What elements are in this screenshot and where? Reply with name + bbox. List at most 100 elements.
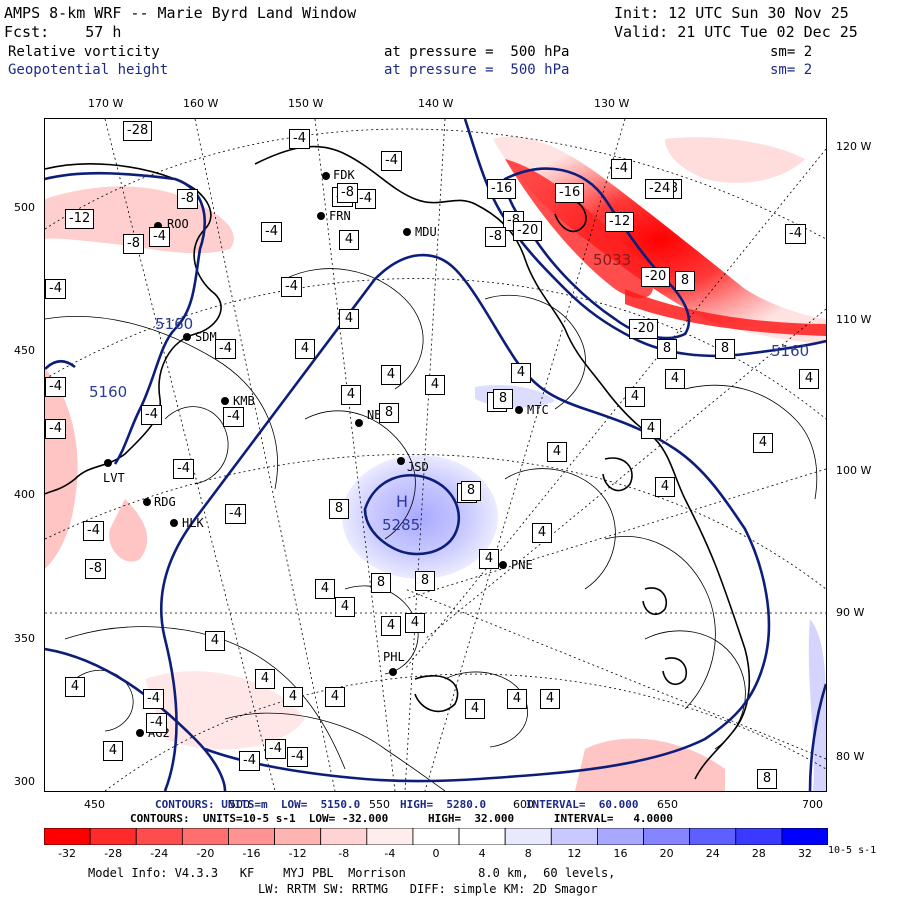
vorticity-contour-label: 4 bbox=[315, 579, 335, 599]
field2-name: Geopotential height bbox=[8, 62, 169, 78]
coastline bbox=[45, 145, 751, 780]
vorticity-contour-label: -8 bbox=[177, 189, 198, 209]
vorticity-contour-label: 4 bbox=[405, 613, 425, 633]
vorticity-contour-label: -4 bbox=[45, 279, 66, 299]
vorticity-contour-label: 4 bbox=[295, 339, 315, 359]
vorticity-contour-label: 4 bbox=[335, 597, 355, 617]
vorticity-contour-label: 4 bbox=[753, 433, 773, 453]
vorticity-contour-label: 8 bbox=[757, 769, 777, 789]
station-label: RDG bbox=[154, 495, 176, 509]
model-info-line2: LW: RRTM SW: RRTMG DIFF: simple KM: 2D S… bbox=[258, 882, 598, 896]
graticule bbox=[45, 119, 826, 791]
vorticity-contour-label: 4 bbox=[540, 689, 560, 709]
height-contour-label: 5160 bbox=[155, 315, 194, 333]
vorticity-contour-label: 4 bbox=[381, 616, 401, 636]
vorticity-contour-label: 8 bbox=[379, 403, 399, 423]
y-tick-label: 300 bbox=[14, 775, 35, 788]
forecast-hour: Fcst: 57 h bbox=[4, 23, 122, 41]
vorticity-contour-label: 4 bbox=[641, 419, 661, 439]
colorbar-tick-label: -4 bbox=[384, 847, 396, 860]
lon-label-right: 90 W bbox=[836, 606, 865, 619]
field1-level: at pressure = 500 hPa bbox=[384, 44, 570, 60]
station-label: PHL bbox=[383, 650, 405, 664]
vorticity-contour-label: 4 bbox=[103, 741, 123, 761]
vorticity-contour-label: 4 bbox=[205, 631, 225, 651]
vorticity-contour-label: 4 bbox=[507, 689, 527, 709]
vorticity-contour-label: 4 bbox=[532, 523, 552, 543]
y-tick-label: 500 bbox=[14, 201, 35, 214]
station-label: HLK bbox=[182, 516, 204, 530]
vorticity-contour-label: -20 bbox=[513, 221, 543, 241]
colorbar-tick-label: -20 bbox=[196, 847, 215, 860]
colorbar-tick-label: 24 bbox=[705, 847, 720, 860]
colorbar-tick-label: 12 bbox=[567, 847, 582, 860]
vorticity-contour-label: -4 bbox=[281, 277, 302, 297]
colorbar-tick-label: 32 bbox=[797, 847, 812, 860]
vorticity-contour-label: -4 bbox=[149, 227, 170, 247]
lon-label-top: 150 W bbox=[288, 97, 324, 110]
vorticity-band bbox=[625, 289, 826, 336]
x-tick-label: 550 bbox=[369, 798, 390, 811]
vorticity-contour-label: -16 bbox=[555, 183, 585, 203]
vorticity-contour-label: 4 bbox=[283, 687, 303, 707]
colorbar-swatch bbox=[689, 828, 737, 845]
colorbar-tick-label: 4 bbox=[478, 847, 486, 860]
vorticity-south-region bbox=[575, 738, 725, 791]
high-center-marker: H bbox=[396, 492, 409, 511]
colorbar-swatch bbox=[458, 828, 506, 845]
vorticity-contour-label: -4 bbox=[146, 713, 167, 733]
vorticity-contour-label: -4 bbox=[381, 151, 402, 171]
colorbar-swatch bbox=[320, 828, 368, 845]
field2-level: at pressure = 500 hPa bbox=[384, 62, 570, 78]
field2-smoothing: sm= 2 bbox=[770, 62, 813, 78]
colorbar-tick-label: -16 bbox=[242, 847, 261, 860]
vorticity-contour-label: -8 bbox=[123, 234, 144, 254]
colorbar-swatch bbox=[412, 828, 460, 845]
x-tick-label: 650 bbox=[657, 798, 678, 811]
y-tick-label: 350 bbox=[14, 632, 35, 645]
colorbar-units: 10-5 s-1 bbox=[828, 845, 877, 856]
lon-label-right: 100 W bbox=[836, 464, 872, 477]
vorticity-contour-label: -4 bbox=[611, 159, 632, 179]
lon-label-right: 120 W bbox=[836, 140, 872, 153]
colorbar-tick-label: -12 bbox=[288, 847, 307, 860]
vorticity-contour-label: 8 bbox=[415, 571, 435, 591]
colorbar-swatch bbox=[89, 828, 137, 845]
vorticity-contour-label: -4 bbox=[143, 689, 164, 709]
station-label: KMB bbox=[233, 394, 255, 408]
vorticity-contour-label: 4 bbox=[547, 442, 567, 462]
station-label: LVT bbox=[103, 471, 125, 485]
vorticity-contour-label: -4 bbox=[239, 751, 260, 771]
colorbar-tick-label: 28 bbox=[751, 847, 766, 860]
vorticity-contour-label: -4 bbox=[45, 377, 66, 397]
vorticity-contour-label: 8 bbox=[657, 339, 677, 359]
colorbar-swatch bbox=[135, 828, 183, 845]
vorticity-contour-label: 4 bbox=[799, 369, 819, 389]
x-tick-label: 700 bbox=[802, 798, 823, 811]
vorticity-contour-label: -4 bbox=[83, 521, 104, 541]
vorticity-contour-label: -4 bbox=[261, 222, 282, 242]
field1-name: Relative vorticity bbox=[8, 44, 160, 60]
vorticity-spot bbox=[109, 499, 148, 562]
colorbar-tick-label: -24 bbox=[150, 847, 169, 860]
lon-label-top: 140 W bbox=[418, 97, 454, 110]
vorticity-ne-region bbox=[665, 137, 805, 183]
colorbar-swatch bbox=[643, 828, 691, 845]
vorticity-contour-label: -28 bbox=[123, 121, 153, 141]
vorticity-contour-label: -4 bbox=[287, 747, 308, 767]
colorbar-tick-label: -32 bbox=[58, 847, 77, 860]
vorticity-contour-label: 8 bbox=[329, 499, 349, 519]
vorticity-contour-label: 4 bbox=[339, 230, 359, 250]
station-label: MDU bbox=[415, 225, 437, 239]
height-contour-label: 5285 bbox=[382, 516, 421, 534]
vorticity-contour-info: CONTOURS: UNITS=10-5 s-1 LOW= -32.000 HI… bbox=[130, 812, 674, 825]
station-label: ROO bbox=[167, 217, 189, 231]
vorticity-contour-label: -12 bbox=[605, 212, 635, 232]
vorticity-contour-label: 4 bbox=[511, 363, 531, 383]
vorticity-contour-label: 8 bbox=[461, 481, 481, 501]
vorticity-contour-label: -12 bbox=[65, 209, 95, 229]
colorbar-swatch bbox=[504, 828, 552, 845]
field1-smoothing: sm= 2 bbox=[770, 44, 813, 60]
vorticity-contour-label: -8 bbox=[85, 559, 106, 579]
vorticity-contour-label: -4 bbox=[45, 419, 66, 439]
